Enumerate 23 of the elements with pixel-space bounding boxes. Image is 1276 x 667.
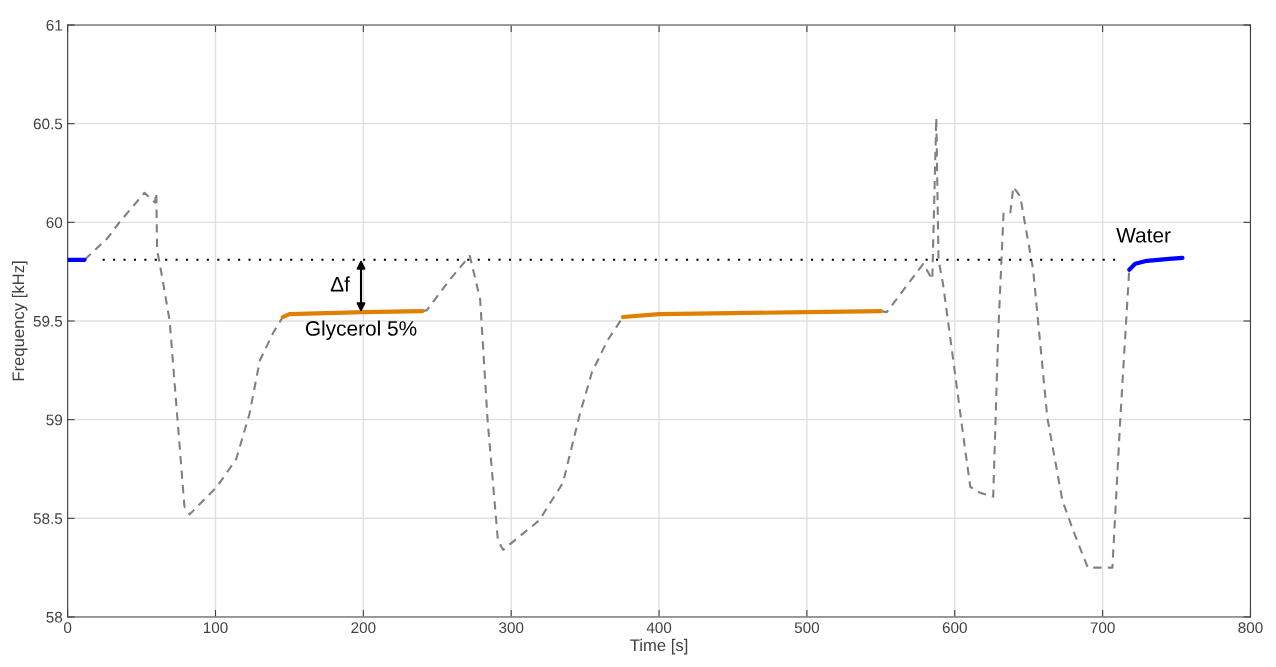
annotation: Water — [1116, 228, 1171, 243]
x-tick-label: 700 — [1090, 622, 1115, 634]
y-tick-label: 59 — [46, 414, 63, 426]
annotation: Δf — [330, 276, 350, 292]
x-tick-label: 600 — [942, 622, 967, 634]
x-tick-label: 200 — [351, 622, 376, 634]
x-axis-title: Time [s] — [630, 638, 688, 655]
y-tick-label: 58 — [46, 611, 63, 623]
x-tick-label: 500 — [794, 622, 820, 634]
y-axis-title: Frequency [kHz] — [11, 261, 28, 381]
x-tick-label: 400 — [646, 622, 672, 634]
y-tick-label: 60 — [46, 217, 63, 229]
y-tick-label: 61 — [46, 19, 63, 31]
annotation: Glycerol 5% — [305, 320, 417, 340]
y-tick-label: 59.5 — [33, 315, 63, 327]
x-tick-label: 300 — [499, 622, 524, 634]
y-tick-label: 60.5 — [33, 118, 63, 130]
x-tick-label: 800 — [1238, 622, 1263, 634]
x-tick-label: 0 — [63, 622, 72, 634]
line-series — [1127, 255, 1185, 272]
line-series — [83, 191, 284, 516]
y-tick-label: 58.5 — [33, 513, 63, 524]
x-tick-label: 100 — [203, 622, 228, 634]
